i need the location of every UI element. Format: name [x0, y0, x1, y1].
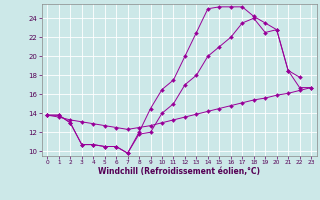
- X-axis label: Windchill (Refroidissement éolien,°C): Windchill (Refroidissement éolien,°C): [98, 167, 260, 176]
